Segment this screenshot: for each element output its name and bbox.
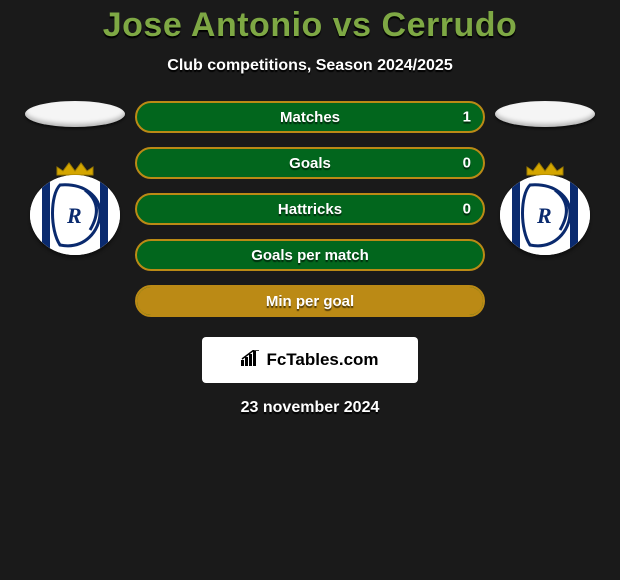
stat-row: Goals per match: [135, 239, 485, 271]
svg-text:R: R: [66, 203, 82, 228]
page-title: Jose Antonio vs Cerrudo: [0, 6, 620, 45]
stat-row-value-right: 1: [463, 109, 471, 126]
brand-box: FcTables.com: [202, 337, 418, 383]
stat-row-label: Goals: [137, 149, 483, 177]
page-subtitle: Club competitions, Season 2024/2025: [0, 57, 620, 75]
stat-row-value-right: 0: [463, 201, 471, 218]
brand-chart-icon: [241, 350, 266, 371]
right-player-column: R: [495, 101, 595, 254]
stat-row-value-right: 0: [463, 155, 471, 172]
player-right-photo-placeholder: [495, 101, 595, 127]
stats-list: Matches1Goals0Hattricks0Goals per matchM…: [135, 101, 485, 331]
stat-row: Min per goal: [135, 285, 485, 317]
stat-row-label: Hattricks: [137, 195, 483, 223]
stat-row-label: Goals per match: [137, 241, 483, 269]
stat-row-left-fill: [137, 287, 483, 315]
player-left-club-badge: R: [25, 165, 125, 254]
stat-row: Hattricks0: [135, 193, 485, 225]
svg-text:R: R: [536, 203, 552, 228]
player-right-club-badge: R: [495, 165, 595, 254]
player-left-photo-placeholder: [25, 101, 125, 127]
left-player-column: R: [25, 101, 125, 254]
main-layout: R Matches1Goals0Hattricks0Goals per matc…: [0, 101, 620, 331]
stat-row: Goals0: [135, 147, 485, 179]
stat-row: Matches1: [135, 101, 485, 133]
date-text: 23 november 2024: [0, 399, 620, 417]
stat-row-label: Matches: [137, 103, 483, 131]
brand-text: FcTables.com: [266, 350, 378, 370]
